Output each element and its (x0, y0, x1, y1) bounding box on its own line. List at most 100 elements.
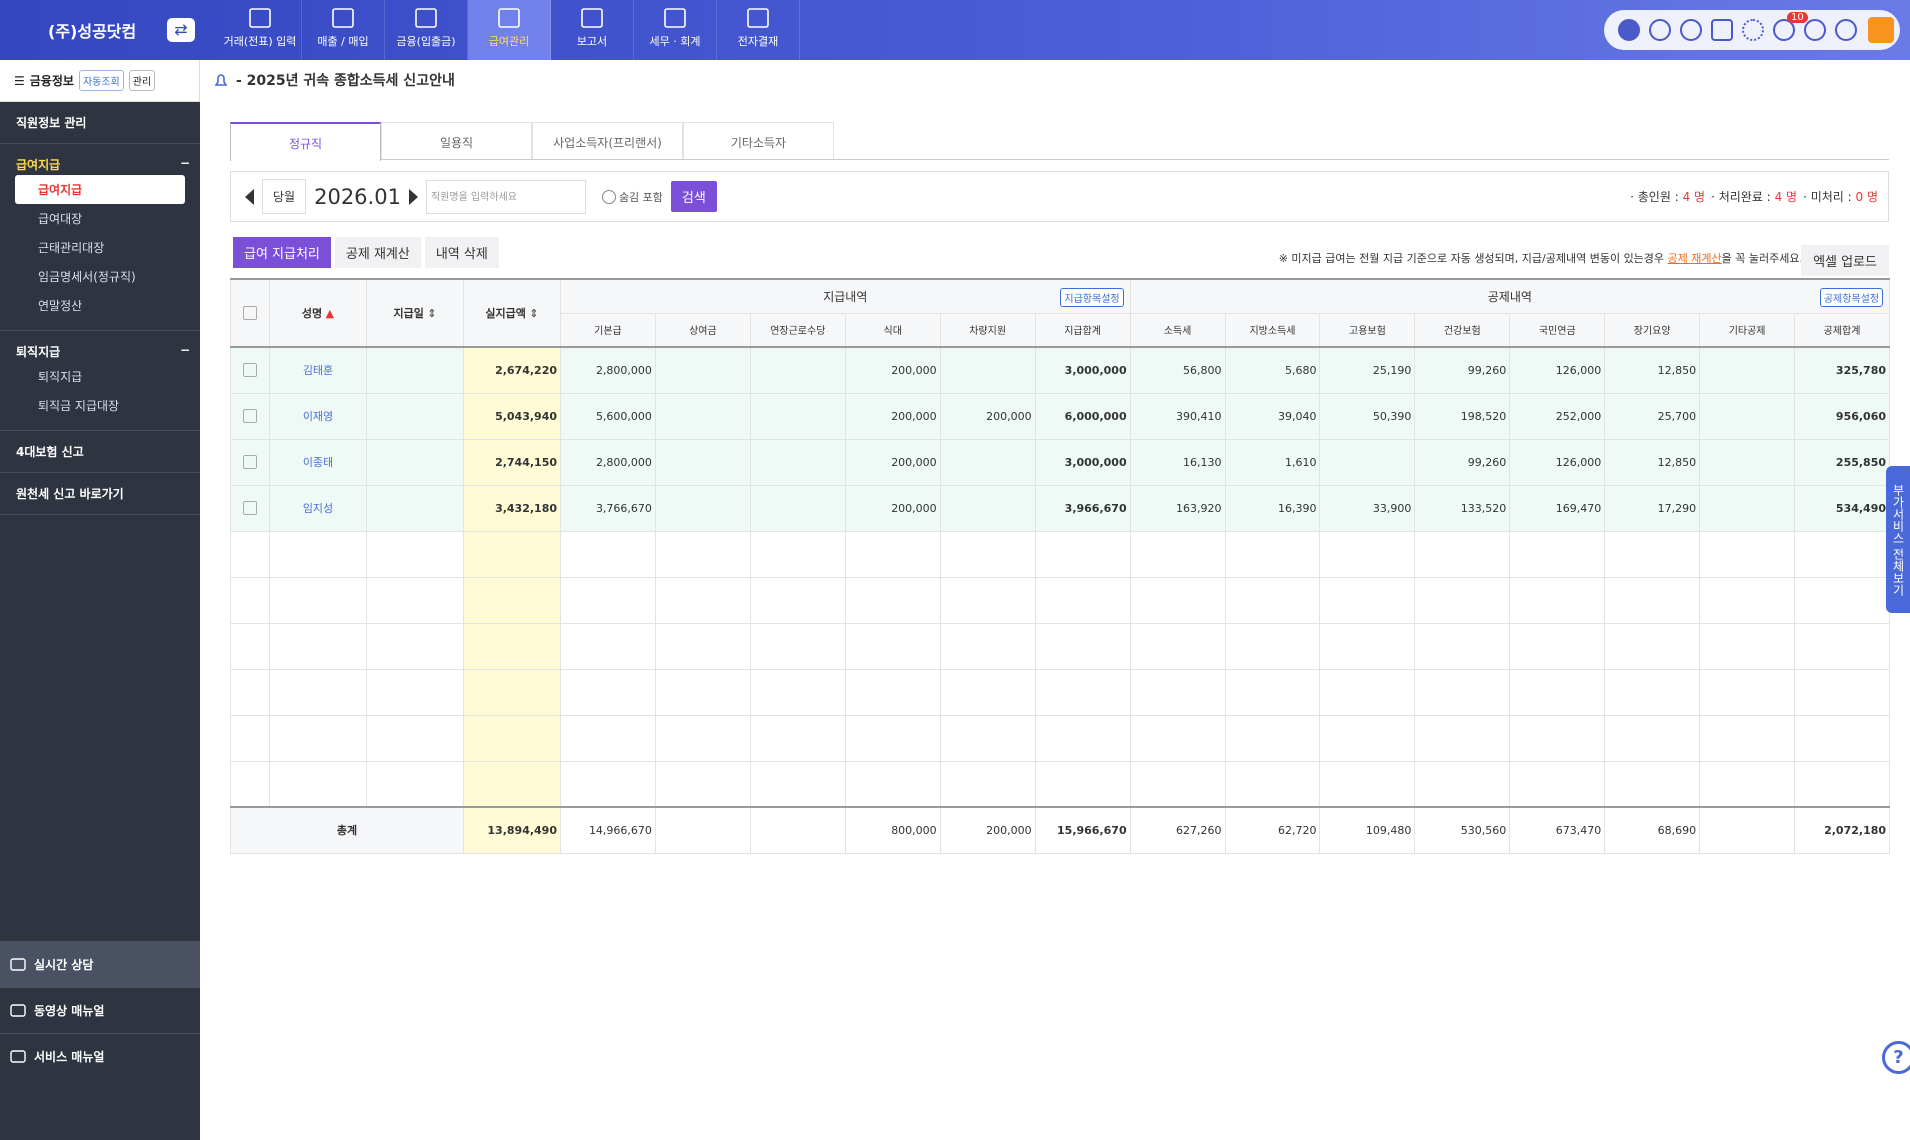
sidebar-item[interactable]: 근태관리대장 (38, 241, 105, 255)
manage[interactable]: 관리 (128, 70, 156, 91)
notice-text[interactable]: - 2025년 귀속 종합소득세 신고안내 (236, 73, 455, 89)
message-icon[interactable] (1680, 19, 1702, 41)
empty-cell (1034, 668, 1131, 716)
tab[interactable]: 기타소득자 (683, 122, 834, 159)
employee-search[interactable]: 직원명을 입력하세요 (425, 179, 586, 214)
next-month[interactable] (408, 188, 418, 205)
empty-cell (366, 668, 464, 716)
search-button[interactable]: 검색 (670, 181, 717, 212)
footer-icon (10, 957, 26, 971)
header-cell[interactable]: 지급일 ⇕ (366, 278, 464, 348)
checkbox[interactable] (243, 363, 257, 378)
checkbox[interactable] (243, 455, 257, 469)
auto-query[interactable]: 자동조회 (78, 70, 124, 91)
checkbox[interactable] (243, 409, 257, 423)
empty-cell (749, 576, 846, 624)
tab[interactable]: 정규직 (230, 122, 381, 161)
total-label: 총계 (230, 806, 464, 854)
footer-item[interactable]: 실시간 상담 (0, 941, 200, 987)
action-button[interactable]: 급여 지급처리 (233, 237, 331, 268)
group-settings[interactable]: 공제항목설정 (1819, 288, 1884, 307)
data-row[interactable]: 이재영 5,043,940 5,600,000 200,000 200,000 6,000… (230, 392, 1891, 440)
amount-cell: 16,390 (1224, 484, 1321, 532)
menu-label: 급여관리 (488, 35, 530, 48)
menu-item[interactable]: 전자결재 (717, 0, 800, 60)
check-cell (230, 438, 270, 486)
menu-item[interactable]: 금융(입출금) (385, 0, 468, 60)
header-row: 성명 ▲ 지급일 ⇕ 실지급액 ⇕ 지급내역 지급항목설정 공제내역 공제항목설정 (230, 278, 1891, 348)
sidebar-item[interactable]: 급여대장 (38, 212, 83, 226)
tab[interactable]: 사업소득자(프리랜서) (532, 122, 683, 159)
footer-item[interactable]: 서비스 매뉴얼 (0, 1033, 200, 1079)
menu-item[interactable]: 거래(전표) 입력 (219, 0, 302, 60)
header-cell[interactable]: 실지급액 ⇕ (463, 278, 561, 348)
card-icon[interactable] (1711, 19, 1733, 41)
action-button[interactable]: 공제 재계산 (334, 237, 421, 268)
section-title[interactable]: 퇴직지급 − (0, 341, 200, 362)
sidebar-item[interactable]: 퇴직지급 (38, 370, 83, 384)
menu-button[interactable] (1868, 17, 1894, 43)
collapse[interactable]: − (179, 343, 190, 357)
menu-item[interactable]: 세무 · 회계 (634, 0, 717, 60)
top-bar: (주)성공닷컴 ⇄ 거래(전표) 입력 매출 / 매입 금융(입출금) 급여관리 보고서… (0, 0, 1910, 60)
menu-item[interactable]: 급여관리 (468, 0, 551, 60)
name-cell[interactable]: 이종태 (269, 438, 367, 486)
header-cell[interactable]: 성명 ▲ (269, 278, 367, 348)
bell-icon[interactable]: 10 (1773, 12, 1808, 41)
collapse[interactable]: − (179, 156, 190, 170)
prev-month[interactable] (245, 188, 254, 205)
search-icon[interactable] (1649, 19, 1671, 41)
company-name[interactable]: (주)성공닷컴 (48, 22, 137, 41)
sidebar-item[interactable]: 퇴직금 지급대장 (38, 399, 120, 413)
group-settings[interactable]: 지급항목설정 (1060, 288, 1124, 307)
hidden-option[interactable]: 숨김 포함 (601, 189, 663, 205)
empty-cell (1414, 576, 1511, 624)
name-cell[interactable]: 김태훈 (269, 346, 367, 394)
sidebar-item[interactable]: 급여지급 (15, 175, 185, 204)
column-title: 실지급액 (485, 307, 526, 320)
switch-company[interactable]: ⇄ (167, 18, 195, 42)
empty-cell (1034, 622, 1131, 670)
excel-upload[interactable]: 엑셀 업로드 (1801, 245, 1889, 276)
section-title[interactable]: 원천세 신고 바로가기 (0, 483, 200, 504)
amount-cell: 325,780 (1794, 346, 1891, 394)
action-button[interactable]: 내역 삭제 (424, 237, 499, 268)
sidebar-item[interactable]: 임금명세서(정규직) (38, 270, 136, 284)
menu-item[interactable]: 보고서 (551, 0, 634, 60)
chat-bot[interactable] (1618, 19, 1640, 41)
menu-item[interactable]: 매출 / 매입 (302, 0, 385, 60)
amount-cell: 50,390 (1319, 392, 1416, 440)
menu-label: 매출 / 매입 (317, 35, 369, 48)
tab[interactable]: 일용직 (381, 122, 532, 159)
data-row[interactable]: 이종태 2,744,150 2,800,000 200,000 3,000,000 16,… (230, 438, 1891, 486)
amount-cell (654, 806, 751, 854)
amount-cell (654, 484, 751, 532)
empty-cell (654, 530, 751, 578)
section-title[interactable]: 직원정보 관리 (0, 112, 200, 133)
sidebar-item[interactable]: 연말정산 (38, 299, 83, 313)
empty-cell (1319, 714, 1416, 762)
checkbox[interactable] (243, 501, 257, 515)
data-row[interactable]: 김태훈 2,674,220 2,800,000 200,000 3,000,000 56,… (230, 346, 1891, 394)
amount-cell (1319, 438, 1416, 486)
column-header: 소득세 (1129, 312, 1226, 348)
section-title[interactable]: 4대보험 신고 (0, 441, 200, 462)
empty-cell (1604, 576, 1701, 624)
name-cell[interactable]: 임지성 (269, 484, 367, 532)
notice[interactable]: - 2025년 귀속 종합소득세 신고안내 (212, 70, 455, 90)
settings-icon[interactable] (1835, 19, 1857, 41)
apps-icon[interactable] (1742, 19, 1764, 41)
data-row[interactable]: 임지성 3,432,180 3,766,670 200,000 3,966,670 163… (230, 484, 1891, 532)
name-cell[interactable]: 이재영 (269, 392, 367, 440)
amount-cell: 12,850 (1604, 438, 1701, 486)
footer-item[interactable]: 동영상 매뉴얼 (0, 987, 200, 1033)
user-icon[interactable] (1804, 19, 1826, 41)
side-tab[interactable]: 부가서비스 전체보기 (1886, 466, 1910, 613)
period[interactable]: 당월 (262, 179, 307, 214)
checkbox[interactable] (243, 306, 257, 320)
note-link[interactable]: 공제 재계산 (1667, 252, 1722, 265)
menu-icon (498, 8, 520, 28)
help[interactable]: ? (1882, 1041, 1910, 1074)
section-title[interactable]: 급여지급 − (0, 154, 200, 175)
